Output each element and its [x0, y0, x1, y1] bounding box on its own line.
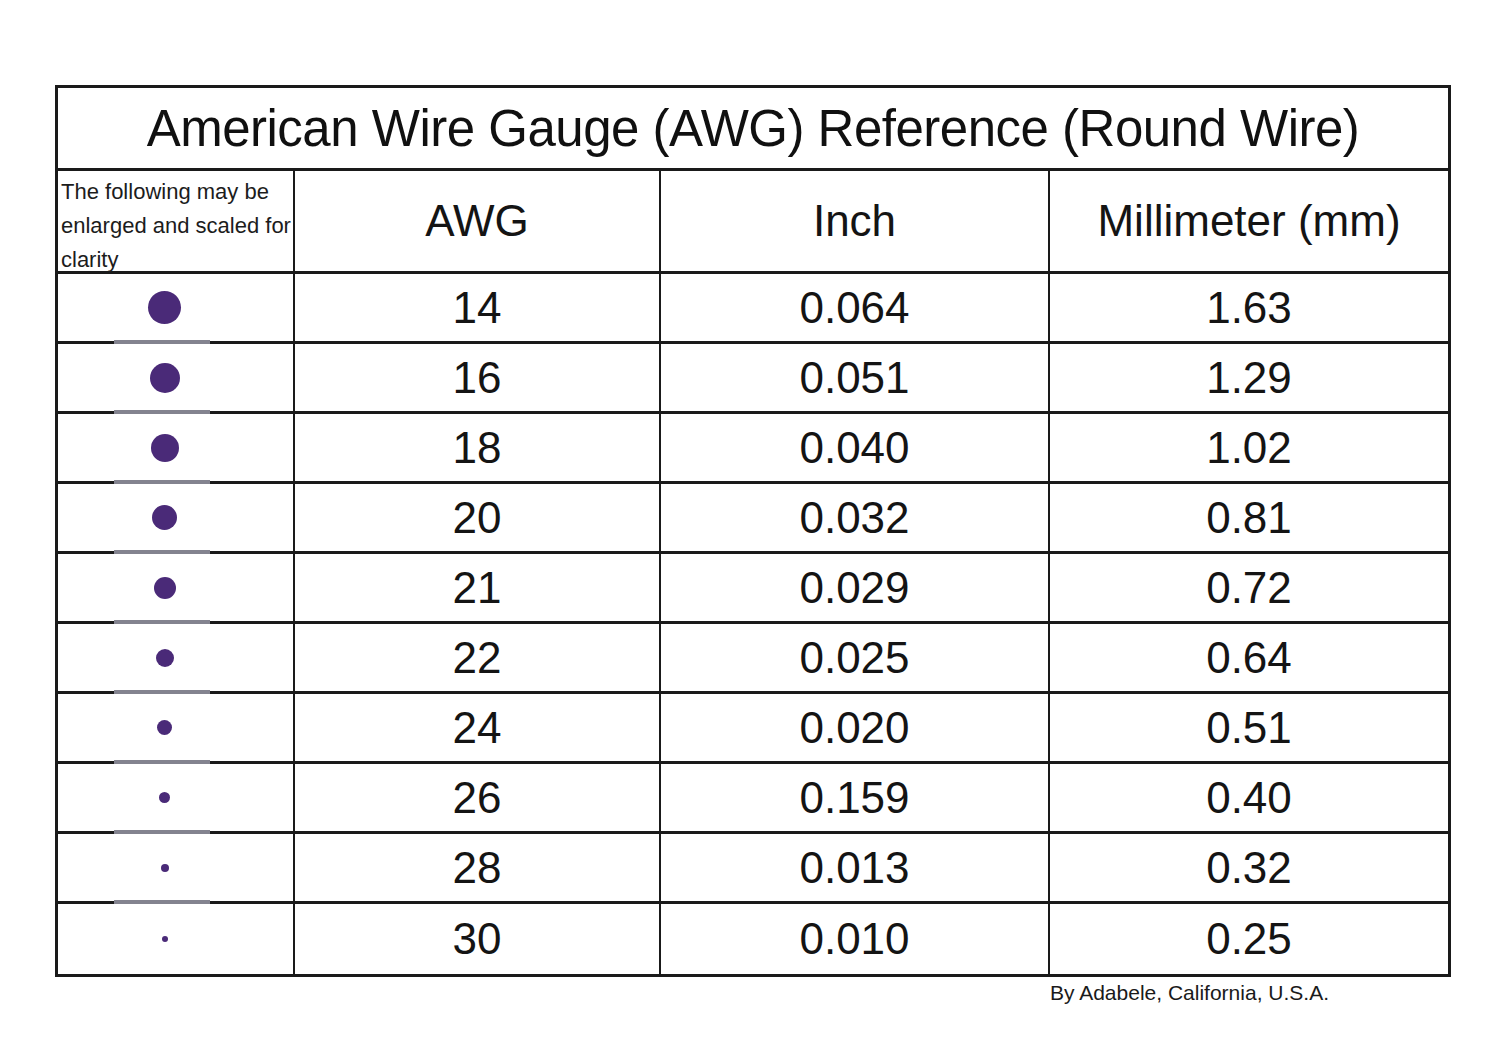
mm-value: 0.32	[1050, 834, 1448, 904]
inch-value: 0.025	[661, 624, 1050, 694]
wire-size-dot-icon	[154, 577, 176, 599]
wire-size-dot-icon	[157, 720, 172, 735]
awg-value: 26	[295, 764, 661, 834]
wire-size-dot-icon	[148, 291, 181, 324]
attribution-text: By Adabele, California, U.S.A.	[1050, 981, 1329, 1005]
wire-size-dot-icon	[152, 505, 177, 530]
wire-size-dot-icon	[162, 936, 168, 942]
wire-dot-cell	[58, 764, 295, 834]
column-header-mm: Millimeter (mm)	[1050, 171, 1448, 274]
inch-value: 0.010	[661, 904, 1050, 974]
wire-dot-cell	[58, 834, 295, 904]
awg-value: 24	[295, 694, 661, 764]
mm-value: 1.29	[1050, 344, 1448, 414]
wire-size-dot-icon	[150, 363, 180, 393]
awg-value: 28	[295, 834, 661, 904]
awg-value: 20	[295, 484, 661, 554]
mm-value: 0.51	[1050, 694, 1448, 764]
note-cell: The following may be enlarged and scaled…	[58, 171, 295, 274]
mm-value: 0.40	[1050, 764, 1448, 834]
inch-value: 0.020	[661, 694, 1050, 764]
mm-value: 1.02	[1050, 414, 1448, 484]
inch-value: 0.051	[661, 344, 1050, 414]
wire-size-dot-icon	[151, 434, 179, 462]
mm-value: 1.63	[1050, 274, 1448, 344]
mm-value: 0.81	[1050, 484, 1448, 554]
column-header-awg: AWG	[295, 171, 661, 274]
wire-dot-cell	[58, 694, 295, 764]
mm-value: 0.72	[1050, 554, 1448, 624]
inch-value: 0.029	[661, 554, 1050, 624]
wire-dot-cell	[58, 624, 295, 694]
wire-dot-cell	[58, 484, 295, 554]
wire-dot-cell	[58, 904, 295, 974]
inch-value: 0.159	[661, 764, 1050, 834]
table-grid: The following may be enlarged and scaled…	[58, 171, 1448, 974]
wire-dot-cell	[58, 554, 295, 624]
wire-size-dot-icon	[161, 864, 169, 872]
wire-dot-cell	[58, 274, 295, 344]
awg-value: 21	[295, 554, 661, 624]
awg-value: 22	[295, 624, 661, 694]
awg-value: 16	[295, 344, 661, 414]
wire-dot-cell	[58, 344, 295, 414]
wire-dot-cell	[58, 414, 295, 484]
inch-value: 0.013	[661, 834, 1050, 904]
table-title: American Wire Gauge (AWG) Reference (Rou…	[58, 88, 1448, 171]
awg-value: 18	[295, 414, 661, 484]
awg-value: 14	[295, 274, 661, 344]
mm-value: 0.25	[1050, 904, 1448, 974]
awg-value: 30	[295, 904, 661, 974]
inch-value: 0.064	[661, 274, 1050, 344]
wire-size-dot-icon	[156, 649, 174, 667]
wire-size-dot-icon	[159, 792, 170, 803]
inch-value: 0.032	[661, 484, 1050, 554]
inch-value: 0.040	[661, 414, 1050, 484]
mm-value: 0.64	[1050, 624, 1448, 694]
column-header-inch: Inch	[661, 171, 1050, 274]
awg-reference-table: American Wire Gauge (AWG) Reference (Rou…	[55, 85, 1451, 977]
